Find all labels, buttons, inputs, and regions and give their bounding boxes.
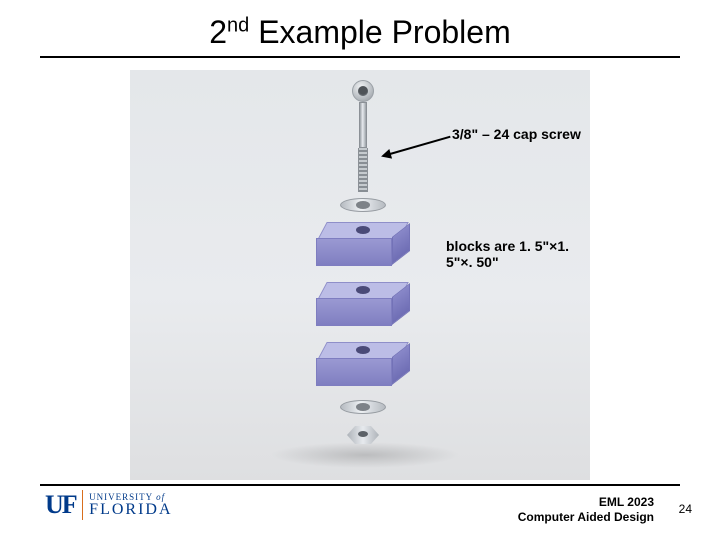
rule-top <box>40 56 680 58</box>
block-3 <box>316 342 410 386</box>
exploded-view-figure: 3/8" – 24 cap screw blocks are 1. 5"×1. … <box>130 70 590 480</box>
block-face-front <box>316 238 392 266</box>
course-name: Computer Aided Design <box>518 510 654 525</box>
cap-screw-shank <box>359 102 367 148</box>
uf-line1-pre: UNIVERSITY <box>89 492 156 502</box>
label-screw: 3/8" – 24 cap screw <box>452 126 581 142</box>
uf-line1-em: of <box>156 492 165 502</box>
course-code: EML 2023 <box>518 495 654 510</box>
title-ordinal: 2 <box>209 14 227 50</box>
course-footer: EML 2023 Computer Aided Design <box>518 495 654 525</box>
uf-logo: UF UNIVERSITY of FLORIDA <box>45 490 173 520</box>
block-hole <box>356 346 370 354</box>
rule-bottom <box>40 484 680 486</box>
ground-shadow <box>270 442 460 468</box>
cap-screw-head <box>352 80 374 102</box>
hex-nut <box>347 426 379 444</box>
slide: 2nd Example Problem 3/8 <box>0 0 720 540</box>
uf-mark: UF <box>45 490 76 520</box>
washer-bottom <box>340 400 386 414</box>
washer-top <box>340 198 386 212</box>
block-2 <box>316 282 410 326</box>
block-hole <box>356 286 370 294</box>
page-number: 24 <box>679 502 692 516</box>
title-suffix: nd <box>227 14 249 36</box>
uf-line2: FLORIDA <box>89 502 172 518</box>
title-text: Example Problem <box>258 14 511 50</box>
uf-separator <box>82 490 84 520</box>
label-blocks: blocks are 1. 5"×1. 5"×. 50" <box>446 238 590 270</box>
block-face-front <box>316 298 392 326</box>
slide-title: 2nd Example Problem <box>0 14 720 51</box>
cap-screw-thread <box>358 148 368 192</box>
callout-arrow <box>383 136 451 157</box>
block-1 <box>316 222 410 266</box>
block-face-front <box>316 358 392 386</box>
block-hole <box>356 226 370 234</box>
uf-wordmark: UNIVERSITY of FLORIDA <box>89 493 172 518</box>
